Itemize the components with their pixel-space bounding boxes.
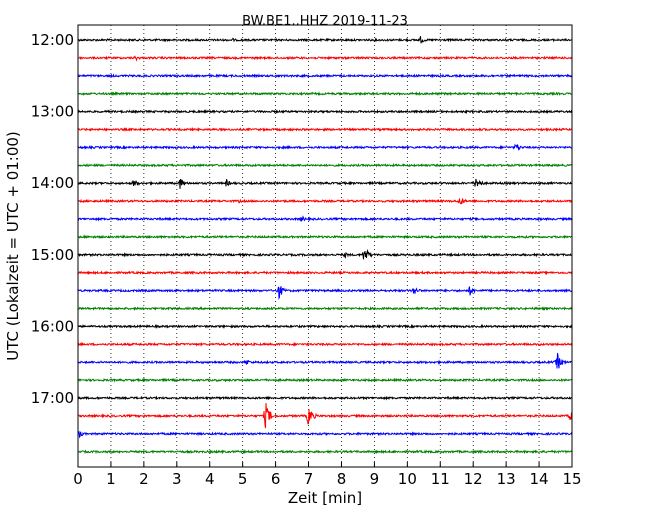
- x-tick-label: 1: [106, 470, 116, 488]
- y-axis-label: UTC (Lokalzeit = UTC + 01:00): [4, 131, 22, 361]
- x-tick-label: 11: [431, 470, 450, 488]
- trace-1330: [77, 143, 573, 151]
- y-tick-label: 14:00: [31, 174, 74, 192]
- trace-1400: [77, 178, 573, 189]
- trace-1500: [77, 248, 573, 260]
- x-tick-label: 3: [172, 470, 182, 488]
- x-tick-label: 14: [530, 470, 549, 488]
- trace-1445: [77, 234, 573, 240]
- x-tick-label: 8: [337, 470, 347, 488]
- trace-1530: [77, 286, 573, 301]
- trace-1700: [77, 395, 573, 401]
- trace-1730: [77, 430, 573, 439]
- x-tick-label: 0: [73, 470, 83, 488]
- grid-lines: [110, 25, 540, 467]
- y-tick-label: 13:00: [31, 103, 74, 121]
- trace-1645: [77, 377, 573, 383]
- trace-1715: [77, 402, 573, 429]
- trace-1215: [77, 55, 573, 62]
- trace-1600: [77, 323, 573, 329]
- trace-1545: [78, 306, 573, 311]
- x-tick-label: 12: [464, 470, 483, 488]
- y-tick-label: 16:00: [31, 317, 74, 335]
- x-tick-label: 10: [398, 470, 417, 488]
- y-tick-label: 17:00: [31, 389, 74, 407]
- trace-1745: [78, 449, 573, 455]
- trace-1415: [77, 197, 573, 205]
- x-tick-label: 4: [205, 470, 215, 488]
- x-axis-ticks: 0 1 2 3 4 5 6 7 8 9 10 11 12 13 14 15: [73, 462, 582, 488]
- trace-1300: [77, 109, 573, 115]
- x-axis-label: Zeit [min]: [288, 489, 362, 507]
- y-axis-ticks: 12:00 13:00 14:00 15:00 16:00 17:00: [31, 31, 83, 407]
- x-tick-label: 9: [370, 470, 380, 488]
- x-tick-label: 6: [271, 470, 281, 488]
- x-tick-label: 13: [497, 470, 516, 488]
- y-tick-label: 12:00: [31, 31, 74, 49]
- x-tick-label: 7: [304, 470, 314, 488]
- trace-1230: [77, 73, 573, 79]
- x-tick-label: 15: [562, 470, 581, 488]
- seismic-traces: [77, 36, 573, 455]
- trace-1200: [77, 36, 573, 44]
- trace-1345: [77, 162, 573, 168]
- plot-frame: [77, 24, 573, 468]
- x-tick-label: 5: [238, 470, 248, 488]
- x-tick-label: 2: [139, 470, 149, 488]
- trace-1615: [77, 341, 573, 347]
- trace-1245: [77, 91, 573, 97]
- trace-1315: [77, 126, 573, 133]
- trace-1630: [77, 352, 573, 369]
- trace-1515: [77, 270, 573, 276]
- y-tick-label: 15:00: [31, 246, 74, 264]
- trace-1430: [77, 215, 573, 222]
- chart-title: BW.BE1..HHZ 2019-11-23: [242, 14, 408, 29]
